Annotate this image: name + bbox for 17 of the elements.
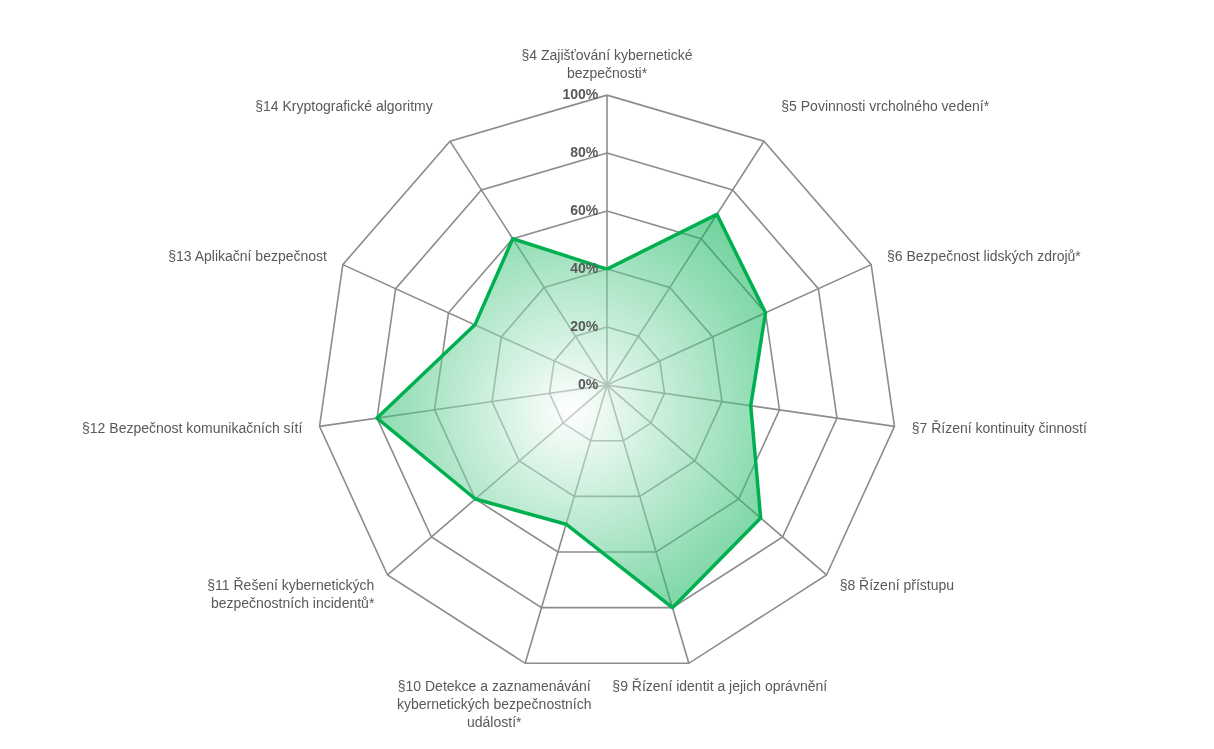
y-tick-label: 100%	[562, 86, 599, 103]
spoke-label: §6 Bezpečnost lidských zdrojů*	[887, 248, 1082, 265]
y-tick-label: 60%	[570, 202, 599, 219]
spoke-label: §9 Řízení identit a jejich oprávnění	[612, 678, 828, 694]
y-tick-label: 20%	[570, 318, 599, 335]
spoke-label: §13 Aplikační bezpečnost	[168, 248, 328, 265]
spoke-label: §12 Bezpečnost komunikačních sítí	[82, 419, 303, 436]
spoke-label: §14 Kryptografické algoritmy	[255, 98, 433, 115]
y-tick-label: 80%	[570, 144, 599, 161]
spoke-label: §5 Povinnosti vrcholného vedení*	[781, 98, 990, 115]
spoke-label: §7 Řízení kontinuity činností	[911, 419, 1087, 436]
spoke-label: §10 Detekce a zaznamenávání kybernetických bezpečnostních událostí*	[396, 678, 592, 730]
spoke-label: §8 Řízení přístupu	[839, 577, 955, 594]
y-tick-label: 0%	[577, 376, 599, 393]
spoke-label: §11 Řešení kybernetických bezpečnostních incidentů*	[207, 577, 375, 612]
y-tick-label: 40%	[570, 260, 599, 277]
spoke-label: §4 Zajišťování kybernetické bezpečnosti*	[521, 47, 693, 82]
